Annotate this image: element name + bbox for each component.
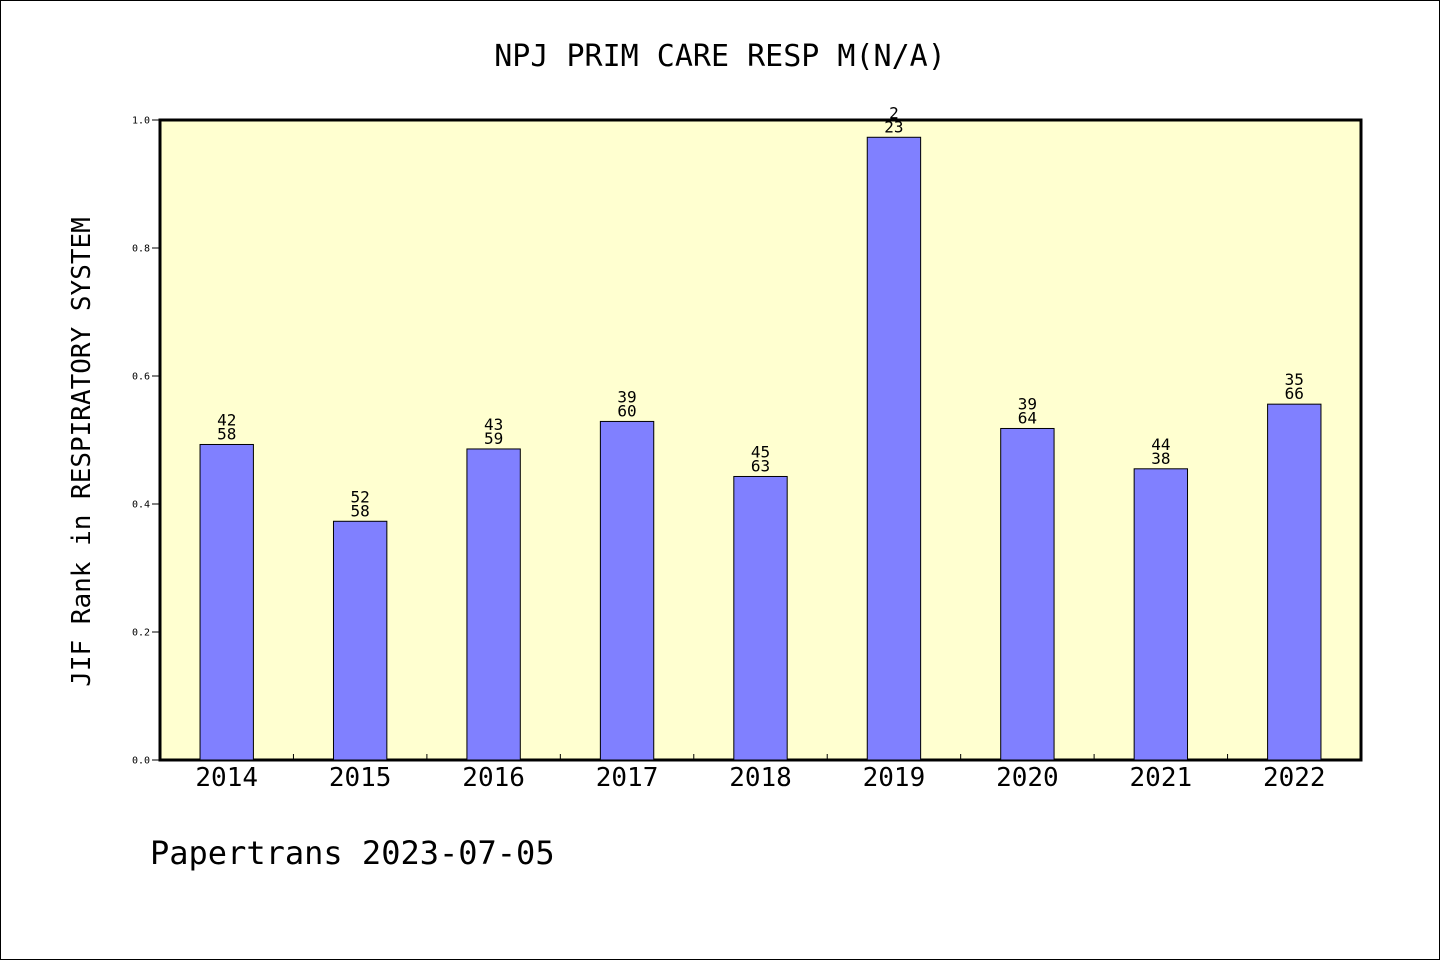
y-tick-label: 0.0 [132,756,150,767]
footer-text: Papertrans 2023-07-05 [150,834,555,872]
y-tick-label: 0.8 [132,244,150,255]
bar-rank-label: 39 [1018,394,1037,413]
bar-rank-label: 45 [751,442,770,461]
x-tick-label: 2014 [195,763,258,793]
y-tick-label: 0.4 [132,500,150,511]
bar-total-label: 38 [1151,449,1170,468]
bar [199,443,254,761]
bar [1000,427,1055,761]
bar [466,448,521,761]
bar-total-label: 23 [884,117,903,136]
bar-total-label: 58 [217,424,236,443]
chart-title: NPJ PRIM CARE RESP M(N/A) [494,39,946,74]
bar [733,475,788,761]
bar-total-label: 58 [351,501,370,520]
x-tick-label: 2022 [1263,763,1326,793]
x-tick-label: 2020 [996,763,1059,793]
bar [599,420,655,761]
bar-series [199,136,1322,761]
bar-total-label: 59 [484,429,503,448]
x-axis: 2014 2015 2016 2017 2018 2019 2020 2021 2022 [195,754,1326,793]
bar [866,136,922,761]
bar [332,520,388,761]
bar-rank-label: 39 [617,387,636,406]
bar-total-label: 66 [1285,384,1304,403]
x-tick-label: 2021 [1130,763,1193,793]
bar-rank-label: 44 [1151,435,1170,454]
bar [1133,468,1189,761]
bar-rank-label: 52 [351,487,370,506]
bar-rank-label: 35 [1285,370,1304,389]
y-tick-label: 0.2 [132,628,150,639]
bar-total-label: 60 [617,401,636,420]
x-tick-label: 2019 [863,763,926,793]
y-tick-label: 0.6 [132,372,150,383]
y-axis-label: JIF Rank in RESPIRATORY SYSTEM [67,217,97,687]
x-tick-label: 2017 [596,763,659,793]
bar-rank-label: 43 [484,415,503,434]
x-tick-label: 2015 [329,763,392,793]
x-tick-label: 2016 [462,763,525,793]
bar-rank-label: 42 [217,410,236,429]
y-axis: 0.0 0.2 0.4 0.6 0.8 1.0 [132,116,160,767]
y-tick-label: 1.0 [132,116,150,127]
bar-rank-label: 2 [889,103,899,122]
bar [1267,403,1322,761]
x-tick-label: 2018 [729,763,792,793]
bar-total-label: 63 [751,456,770,475]
bar-total-label: 64 [1018,408,1037,427]
